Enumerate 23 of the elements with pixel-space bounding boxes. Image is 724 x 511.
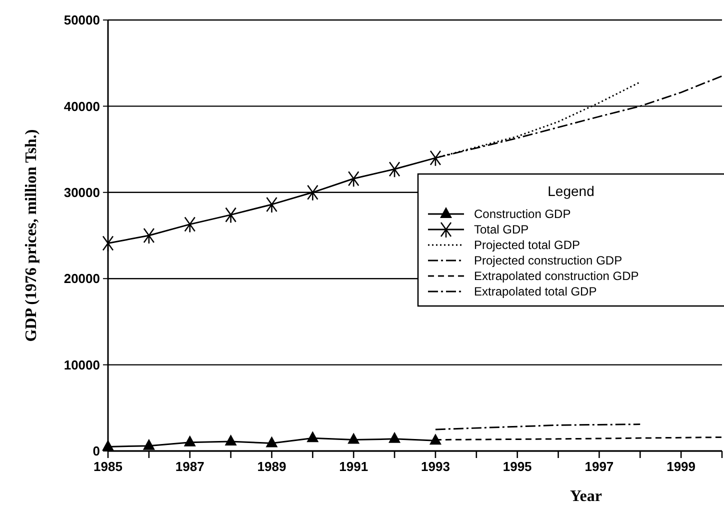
legend-label: Projected total GDP bbox=[474, 238, 580, 252]
x-tick-label: 1995 bbox=[502, 459, 532, 474]
legend-title: Legend bbox=[548, 183, 594, 199]
y-tick-label: 30000 bbox=[64, 184, 100, 200]
legend-label: Extrapolated total GDP bbox=[474, 284, 597, 299]
y-tick-label: 20000 bbox=[64, 271, 100, 286]
x-tick-label: 1991 bbox=[339, 459, 368, 474]
x-axis-title: Year bbox=[570, 488, 602, 505]
y-tick-label: 50000 bbox=[64, 12, 100, 28]
x-tick-label: 1999 bbox=[666, 459, 696, 474]
y-tick-label: 40000 bbox=[64, 98, 100, 114]
legend-label: Total GDP bbox=[474, 222, 529, 237]
x-tick-label: 1985 bbox=[94, 459, 122, 474]
y-axis-title: GDP (1976 prices, million Tsh.) bbox=[23, 129, 40, 342]
y-tick-label: 0 bbox=[92, 444, 100, 459]
legend-label: Extrapolated construction GDP bbox=[474, 269, 639, 284]
legend-label: Projected construction GDP bbox=[474, 254, 622, 268]
x-tick-label: 1987 bbox=[175, 459, 204, 474]
x-tick-label: 1989 bbox=[257, 459, 286, 474]
x-tick-label: 1997 bbox=[584, 459, 614, 474]
y-tick-label: 10000 bbox=[64, 357, 100, 372]
x-tick-label: 1993 bbox=[421, 459, 450, 474]
legend-label: Construction GDP bbox=[474, 207, 571, 222]
